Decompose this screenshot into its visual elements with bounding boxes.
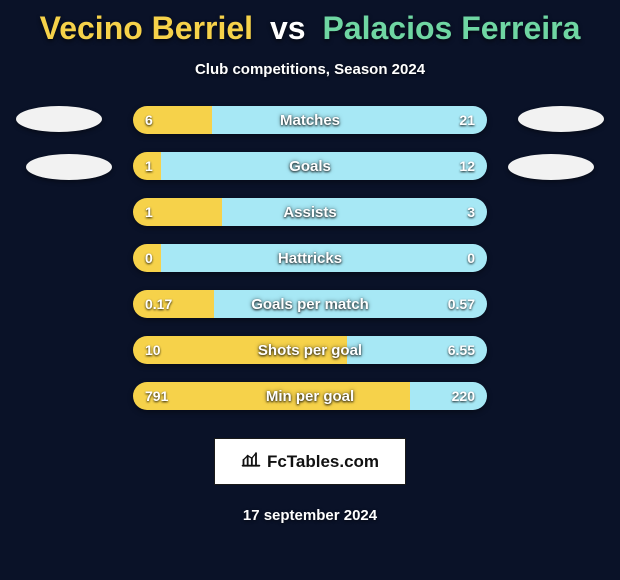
stat-bar: 13Assists [133, 198, 487, 226]
date-text: 17 september 2024 [243, 507, 377, 524]
stat-bar-right [214, 290, 487, 318]
stat-row: 791220Min per goal [0, 382, 620, 410]
stat-bar: 00Hattricks [133, 244, 487, 272]
stats-chart: 621Matches 112Goals 13Assists 00Hattricks 0.… [0, 106, 620, 428]
stat-bar-left [133, 290, 214, 318]
stat-bar-left [133, 106, 212, 134]
content: Vecino Berriel vs Palacios Ferreira Club… [0, 0, 620, 580]
stat-bar-right [222, 198, 488, 226]
stat-bar: 621Matches [133, 106, 487, 134]
stat-bar-right [161, 244, 487, 272]
stat-row: 112Goals [0, 152, 620, 180]
stat-bar-left [133, 152, 161, 180]
player1-name: Vecino Berriel [40, 10, 253, 46]
stat-row: 13Assists [0, 198, 620, 226]
stat-bar-right [212, 106, 487, 134]
brand-box[interactable]: FcTables.com [214, 438, 406, 485]
stat-bar: 791220Min per goal [133, 382, 487, 410]
stat-bar-left [133, 382, 410, 410]
player2-name: Palacios Ferreira [322, 10, 580, 46]
chart-icon [241, 449, 261, 474]
brand-text: FcTables.com [267, 452, 379, 472]
stat-bar-left [133, 336, 347, 364]
stat-bar-left [133, 198, 222, 226]
page-title: Vecino Berriel vs Palacios Ferreira [40, 10, 581, 47]
stat-bar-right [347, 336, 487, 364]
stat-bar: 112Goals [133, 152, 487, 180]
stat-row: 00Hattricks [0, 244, 620, 272]
vs-text: vs [270, 10, 306, 46]
stat-row: 621Matches [0, 106, 620, 134]
stat-row: 0.170.57Goals per match [0, 290, 620, 318]
stat-bar-right [410, 382, 487, 410]
stat-bar-left [133, 244, 161, 272]
subtitle: Club competitions, Season 2024 [195, 61, 425, 78]
stat-row: 106.55Shots per goal [0, 336, 620, 364]
stat-bar: 106.55Shots per goal [133, 336, 487, 364]
stat-bar: 0.170.57Goals per match [133, 290, 487, 318]
stat-bar-right [161, 152, 487, 180]
